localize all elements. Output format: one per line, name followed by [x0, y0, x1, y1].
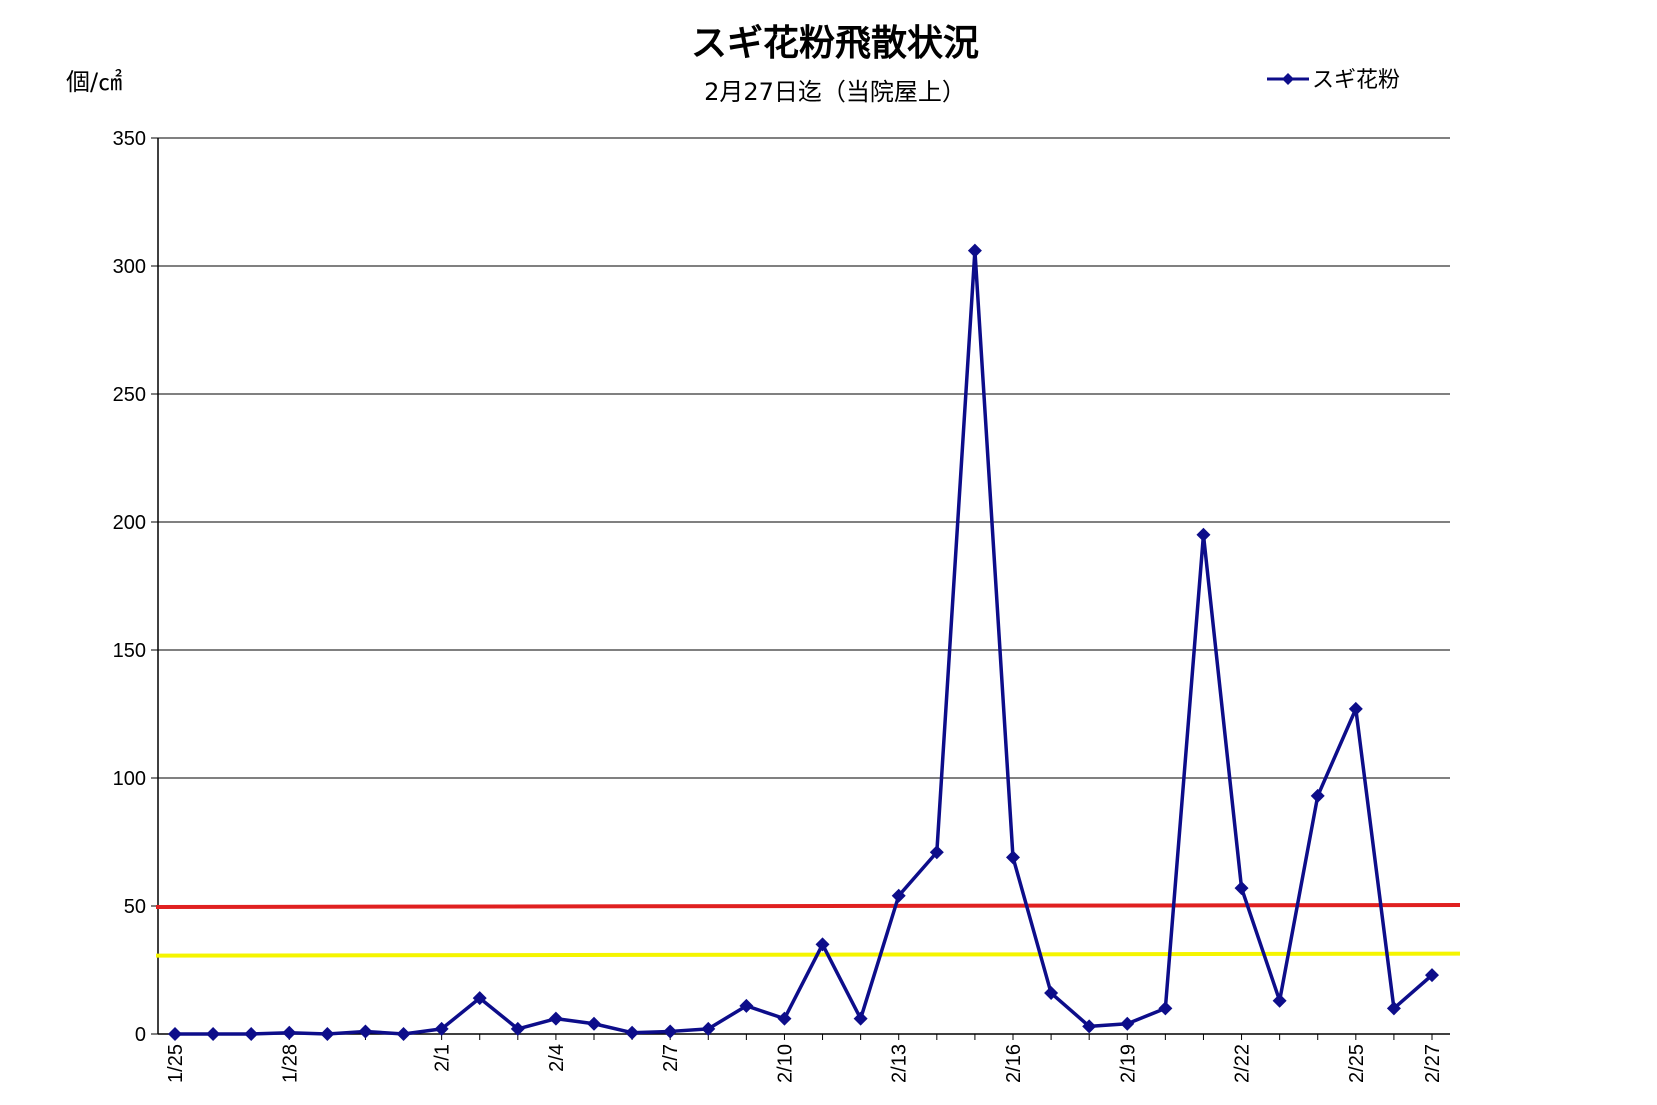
data-point-1/26 [206, 1027, 221, 1041]
x-tick-label: 2/19 [1117, 1044, 1139, 1083]
x-tick-label: 2/25 [1346, 1044, 1368, 1083]
data-point-2/2 [472, 991, 487, 1006]
data-point-2/17 [1044, 986, 1059, 1001]
data-point-1/27 [244, 1027, 259, 1041]
data-point-2/20 [1158, 1001, 1173, 1016]
x-axis: 1/25 1/28 2/1 2/4 2/7 2/10 2/13 2/16 2/19 2/22 2/2… [158, 1033, 1450, 1083]
legend-marker [1282, 73, 1294, 85]
data-point-2/19 [1120, 1016, 1135, 1031]
grid-lines [158, 137, 1450, 1035]
y-tick-label: 0 [135, 1024, 146, 1046]
series-line [175, 248, 1434, 1036]
data-point-2/10 [777, 1011, 792, 1026]
data-point-2/7 [663, 1024, 678, 1039]
data-point-2/22 [1234, 881, 1249, 896]
data-point-2/16 [1006, 850, 1020, 865]
legend-label: スギ花粉 [1312, 68, 1400, 93]
y-tick-label: 50 [124, 896, 146, 918]
x-tick-label: 1/25 [165, 1044, 187, 1083]
data-point-1/29 [320, 1027, 335, 1041]
x-tick-label: 2/16 [1003, 1044, 1025, 1083]
data-point-2/11 [815, 937, 830, 952]
data-point-2/9 [739, 998, 754, 1013]
data-point-2/13 [891, 888, 906, 903]
data-point-2/14 [929, 845, 944, 860]
data-point-2/6 [625, 1025, 640, 1040]
chart-title: スギ花粉飛散状況 [691, 23, 979, 64]
y-tick-label: 150 [113, 640, 146, 662]
data-point-1/25 [168, 1027, 182, 1041]
y-tick-label: 300 [113, 256, 146, 278]
data-point-2/8 [701, 1021, 716, 1036]
data-point-2/23 [1272, 993, 1287, 1008]
reference-line-31 [155, 951, 1461, 958]
data-point-1/28 [282, 1025, 297, 1040]
data-point-1/31 [396, 1027, 411, 1041]
data-point-2/27 [1425, 968, 1439, 983]
series-suginohana [168, 243, 1439, 1041]
data-point-2/3 [510, 1021, 525, 1036]
x-tick-label: 2/10 [774, 1044, 796, 1083]
data-point-2/26 [1386, 1001, 1401, 1016]
reference-line-50 [155, 903, 1461, 909]
y-axis-unit-label: 個/㎠ [66, 68, 122, 96]
data-point-2/21 [1196, 527, 1211, 542]
y-tick-label: 250 [113, 384, 146, 406]
y-tick-label: 350 [113, 128, 146, 150]
legend: スギ花粉 [1267, 68, 1400, 93]
x-tick-label: 2/22 [1232, 1044, 1254, 1083]
data-point-1/30 [358, 1024, 373, 1039]
y-tick-label: 100 [113, 768, 146, 790]
data-point-2/4 [548, 1011, 563, 1026]
x-tick-label: 2/1 [432, 1044, 454, 1072]
y-axis: 0 50 100 150 200 250 300 350 [113, 128, 159, 1046]
y-tick-label: 200 [113, 512, 146, 534]
x-tick-label: 1/28 [279, 1044, 301, 1083]
data-point-2/25 [1348, 701, 1363, 716]
data-point-2/15 [967, 243, 982, 258]
x-tick-label: 2/7 [660, 1044, 682, 1072]
data-point-2/18 [1082, 1019, 1097, 1034]
data-point-2/24 [1310, 788, 1325, 803]
chart-subtitle: 2月27日迄（当院屋上） [704, 78, 966, 106]
data-point-2/5 [587, 1016, 601, 1031]
x-tick-label: 2/13 [889, 1044, 911, 1083]
data-point-2/1 [434, 1021, 449, 1036]
x-tick-label: 2/4 [546, 1044, 568, 1072]
reference-lines [155, 903, 1461, 958]
x-tick-label: 2/27 [1422, 1044, 1444, 1083]
data-point-2/12 [853, 1011, 868, 1026]
